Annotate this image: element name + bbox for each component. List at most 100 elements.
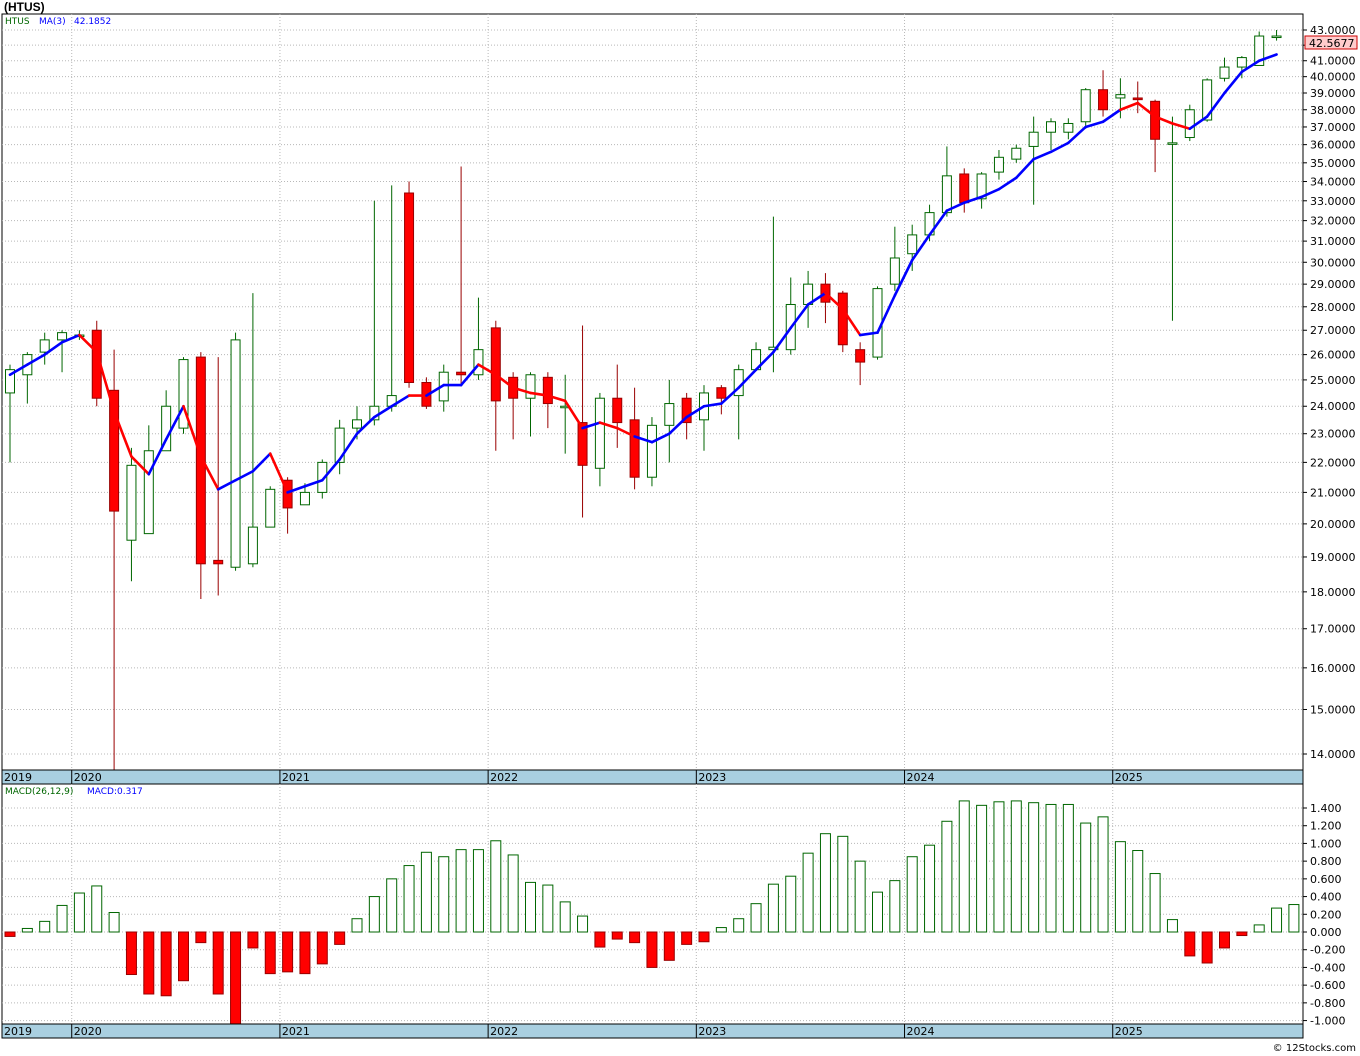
candle bbox=[855, 342, 866, 386]
last-price-label: 42.5677 bbox=[1309, 37, 1355, 50]
candle-body-down bbox=[1150, 100, 1161, 140]
ma-segment bbox=[1084, 120, 1105, 129]
ma-segment bbox=[43, 341, 64, 356]
candle-body-down bbox=[490, 327, 501, 402]
year-label: 2023 bbox=[698, 1025, 726, 1038]
candle bbox=[542, 372, 553, 429]
candle-body-up bbox=[1080, 89, 1091, 123]
ma-segment bbox=[858, 331, 879, 337]
candle-body-down bbox=[612, 397, 623, 424]
macd-bar-positive bbox=[386, 878, 398, 933]
candle-body-up bbox=[941, 175, 952, 214]
candle-body-down bbox=[577, 422, 588, 466]
ma-segment bbox=[980, 187, 1001, 199]
macd-legend-value: MACD:0.317 bbox=[87, 787, 143, 797]
candle-body-up bbox=[976, 173, 987, 200]
macd-bar-positive bbox=[91, 885, 103, 933]
candle bbox=[143, 425, 154, 535]
ma-segment bbox=[529, 391, 550, 397]
ma-segment bbox=[1205, 91, 1226, 118]
candle-body-up bbox=[57, 332, 68, 341]
macd-legend-label: MACD(26,12,9) bbox=[5, 787, 73, 797]
macd-bar-negative bbox=[1184, 931, 1196, 957]
macd-bar-negative bbox=[195, 931, 207, 944]
year-label: 2024 bbox=[907, 771, 935, 784]
candle bbox=[265, 486, 276, 528]
price-tick-label: 41.0000 bbox=[1310, 55, 1356, 68]
ma-segment bbox=[685, 404, 706, 419]
ma-segment bbox=[928, 209, 949, 237]
price-axis: 43.000042.000041.000040.000039.000038.00… bbox=[1303, 24, 1356, 761]
price-tick-label: 19.0000 bbox=[1310, 551, 1356, 564]
candle bbox=[1046, 118, 1056, 151]
candle-body-down bbox=[716, 387, 727, 399]
macd-bar-positive bbox=[941, 820, 953, 933]
candle bbox=[1167, 116, 1178, 321]
macd-bar-positive bbox=[889, 880, 901, 933]
ma-segment bbox=[633, 435, 654, 444]
candle-body-up bbox=[39, 339, 50, 353]
candle-body-up bbox=[1115, 94, 1126, 99]
macd-tick-label: 0.400 bbox=[1310, 891, 1342, 904]
ma-segment bbox=[720, 386, 741, 405]
ma-segment bbox=[425, 383, 446, 397]
macd-bar-positive bbox=[924, 844, 936, 933]
candle bbox=[178, 357, 189, 434]
macd-bar-negative bbox=[125, 931, 137, 976]
price-tick-label: 34.0000 bbox=[1310, 176, 1356, 189]
candle-body-up bbox=[1254, 35, 1265, 66]
ma-segment bbox=[268, 452, 289, 494]
ma-segment bbox=[650, 432, 671, 444]
price-legend: HTUS MA(3) 42.1852 bbox=[5, 17, 111, 27]
candle-body-up bbox=[1184, 109, 1195, 139]
macd-bar-negative bbox=[299, 931, 311, 975]
ma-segment bbox=[806, 291, 827, 306]
candle bbox=[976, 172, 987, 209]
macd-axis: 1.400 1.200 1.000 0.800 0.600 0.400 0.200 0.000… bbox=[1303, 802, 1345, 1028]
macd-bar-positive bbox=[351, 918, 363, 933]
ma-segment bbox=[581, 421, 602, 430]
ma-segment bbox=[26, 353, 47, 366]
candle bbox=[404, 181, 415, 388]
ma-segment bbox=[477, 363, 498, 377]
macd-tick-label: -0.200 bbox=[1310, 944, 1345, 957]
macd-bar-positive bbox=[403, 865, 415, 933]
macd-bar-negative bbox=[1236, 931, 1248, 937]
candle-body-down bbox=[959, 173, 970, 204]
macd-tick-label: 1.000 bbox=[1310, 837, 1342, 850]
macd-bar-positive bbox=[837, 835, 849, 933]
price-tick-label: 21.0000 bbox=[1310, 486, 1356, 499]
year-label: 2021 bbox=[282, 1025, 310, 1038]
ma-segment bbox=[234, 469, 255, 482]
ma-segment bbox=[112, 410, 133, 458]
price-tick-label: 39.0000 bbox=[1310, 87, 1356, 100]
macd-bar-negative bbox=[611, 931, 623, 940]
macd-bar-negative bbox=[594, 931, 606, 948]
ma-segment bbox=[1032, 150, 1053, 161]
macd-tick-label: 0.800 bbox=[1310, 855, 1342, 868]
ma-segment bbox=[615, 426, 636, 438]
candle-body-down bbox=[213, 559, 224, 565]
candle bbox=[282, 477, 293, 534]
candle-body-down bbox=[629, 419, 640, 478]
candle-body-down bbox=[195, 356, 206, 565]
macd-bar-positive bbox=[767, 883, 779, 933]
candle-body-up bbox=[907, 234, 918, 255]
ma-segment bbox=[772, 326, 793, 354]
candle bbox=[525, 372, 536, 437]
macd-bar-positive bbox=[854, 860, 866, 933]
macd-bar-negative bbox=[247, 931, 259, 949]
year-axis-top: 2019 2020 2021 2022 2023 2024 2025 bbox=[1, 769, 1304, 785]
macd-bar-positive bbox=[750, 903, 762, 933]
ma-segment bbox=[1188, 115, 1209, 131]
macd-bar-negative bbox=[646, 931, 658, 968]
ma-segment bbox=[945, 201, 966, 212]
ma-segment bbox=[216, 478, 237, 491]
ma-segment bbox=[910, 233, 931, 262]
ma-segment bbox=[1257, 53, 1278, 63]
candle-body-up bbox=[1028, 131, 1039, 147]
ma-segment bbox=[893, 258, 914, 297]
macd-legend: MACD(26,12,9) MACD:0.317 bbox=[5, 787, 143, 797]
candle bbox=[1011, 144, 1022, 163]
ma-segment bbox=[546, 394, 567, 403]
